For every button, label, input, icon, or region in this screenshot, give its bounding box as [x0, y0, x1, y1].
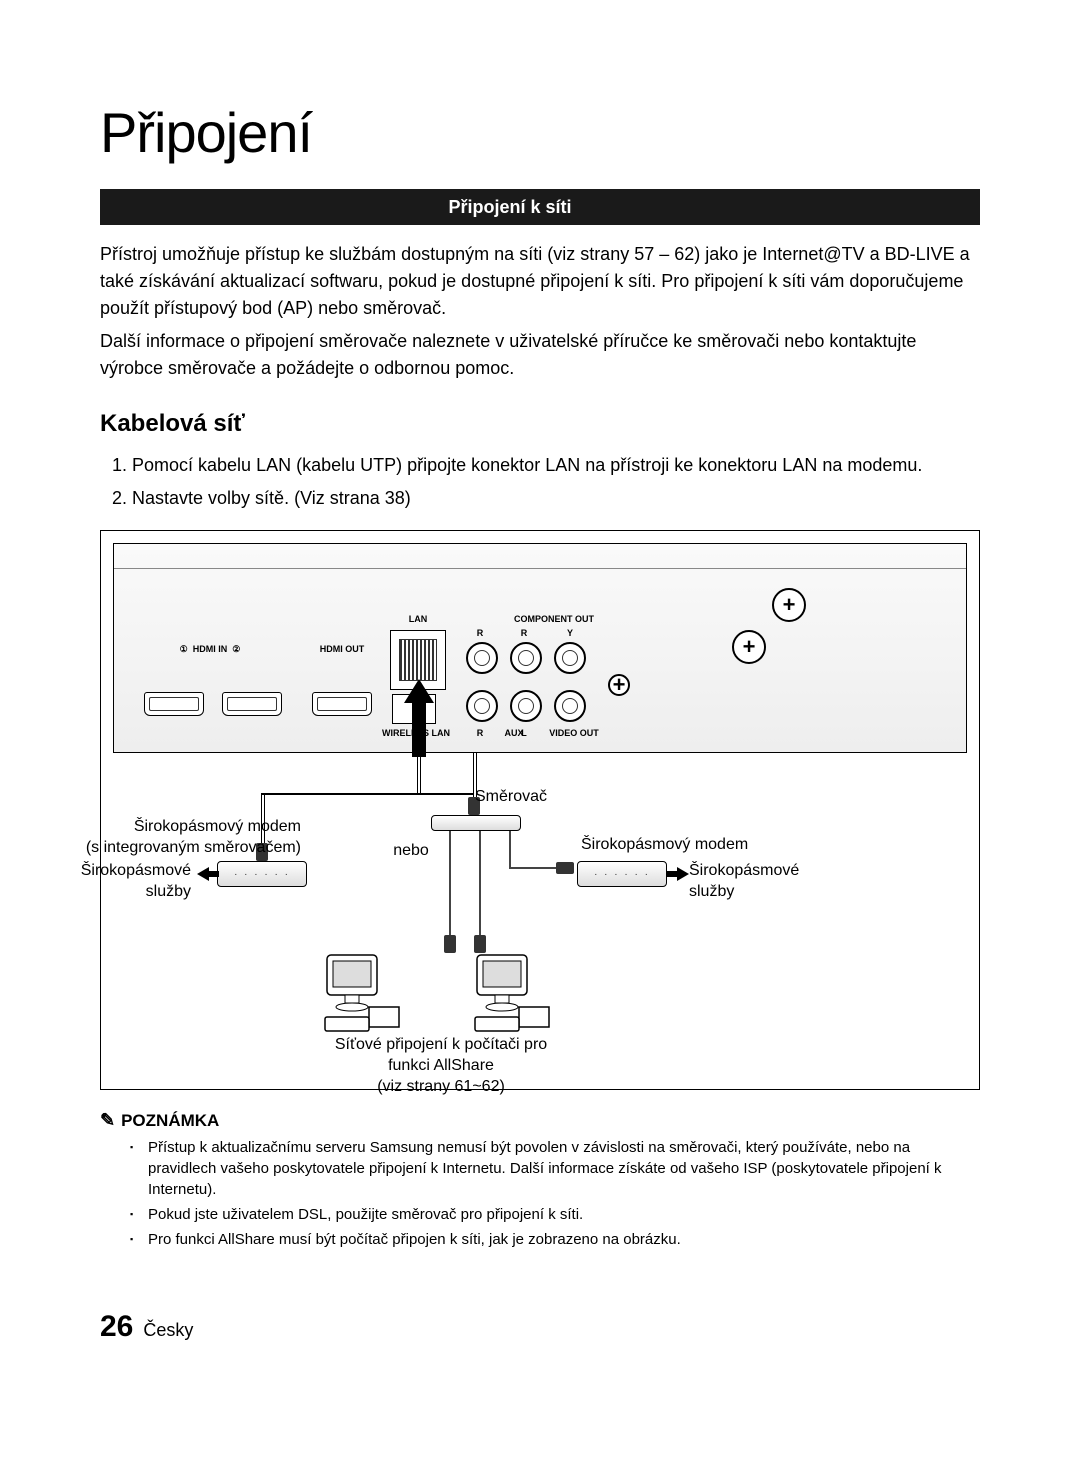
subheading-cable-network: Kabelová síť: [100, 410, 980, 438]
intro-text: Přístroj umožňuje přístup ke službám dos…: [100, 241, 980, 382]
note-item-1: Přístup k aktualizačnímu serveru Samsung…: [136, 1137, 980, 1200]
page-language: Česky: [143, 1320, 193, 1341]
notes-list: Přístup k aktualizačnímu serveru Samsung…: [100, 1137, 980, 1250]
rca-port-6: [554, 690, 586, 722]
intro-paragraph-1: Přístroj umožňuje přístup ke službám dos…: [100, 241, 980, 322]
step-2: Nastavte volby sítě. (Viz strana 38): [132, 485, 980, 512]
cable-plug-icon-4: [444, 935, 456, 953]
cable-plug-icon-3: [556, 862, 574, 874]
section-header-text: Připojení k síti: [330, 197, 690, 218]
screw-icon-2: [732, 630, 766, 664]
page-number: 26: [100, 1310, 133, 1344]
note-icon: ✎: [100, 1110, 115, 1131]
hdmi-out-label: HDMI OUT: [312, 644, 372, 654]
screw-icon-3: [608, 674, 630, 696]
modem-right-label: Širokopásmový modem: [581, 835, 801, 856]
network-pc-label: Síťové připojení k počítači pro funkci A…: [301, 1035, 581, 1097]
arrow-up-icon: [404, 679, 434, 757]
modem-right-icon: [577, 861, 667, 887]
steps-list: Pomocí kabelu LAN (kabelu UTP) připojte …: [100, 452, 980, 512]
or-label: nebo: [381, 841, 441, 862]
computer-right-icon: [469, 951, 553, 1035]
computer-left-icon: [319, 951, 403, 1035]
section-header-bar: Připojení k síti: [100, 189, 980, 225]
rca-port-4: [466, 690, 498, 722]
note-heading-text: POZNÁMKA: [121, 1111, 219, 1131]
l-label: L: [514, 728, 534, 738]
r-label-2: R: [514, 628, 534, 638]
lan-label: LAN: [392, 614, 444, 624]
arrow-left-icon: [197, 867, 219, 881]
note-item-3: Pro funkci AllShare musí být počítač při…: [136, 1229, 980, 1250]
router-icon: [431, 815, 521, 831]
component-out-label: COMPONENT OUT: [484, 614, 624, 624]
services-left-label: Širokopásmové služby: [61, 861, 191, 903]
page-footer: 26 Česky: [100, 1310, 980, 1344]
hdmi-out-port: [312, 692, 372, 716]
modem-with-router-label: Širokopásmový modem (s integrovaným směr…: [81, 817, 301, 859]
rca-port-1: [466, 642, 498, 674]
modem-left-icon: [217, 861, 307, 887]
connection-diagram: ① HDMI IN ② HDMI OUT LAN WIRELESS LAN CO…: [100, 530, 980, 1090]
note-item-2: Pokud jste uživatelem DSL, použijte směr…: [136, 1204, 980, 1225]
intro-paragraph-2: Další informace o připojení směrovače na…: [100, 328, 980, 382]
rca-port-5: [510, 690, 542, 722]
video-out-label: VIDEO OUT: [546, 728, 602, 738]
screw-icon-1: [772, 588, 806, 622]
step-1: Pomocí kabelu LAN (kabelu UTP) připojte …: [132, 452, 980, 479]
page-title: Připojení: [100, 100, 980, 165]
arrow-right-icon: [667, 867, 689, 881]
services-right-label: Širokopásmové služby: [689, 861, 829, 903]
r-label-3: R: [470, 728, 490, 738]
r-label-1: R: [470, 628, 490, 638]
note-heading: ✎ POZNÁMKA: [100, 1110, 980, 1131]
y-label: Y: [560, 628, 580, 638]
hdmi-in-2-port: [222, 692, 282, 716]
router-label: Směrovač: [451, 787, 571, 808]
hdmi-in-label: ① HDMI IN ②: [150, 644, 270, 655]
rca-port-3: [554, 642, 586, 674]
device-back-panel: ① HDMI IN ② HDMI OUT LAN WIRELESS LAN CO…: [113, 543, 967, 753]
rca-port-2: [510, 642, 542, 674]
hdmi-in-1-port: [144, 692, 204, 716]
